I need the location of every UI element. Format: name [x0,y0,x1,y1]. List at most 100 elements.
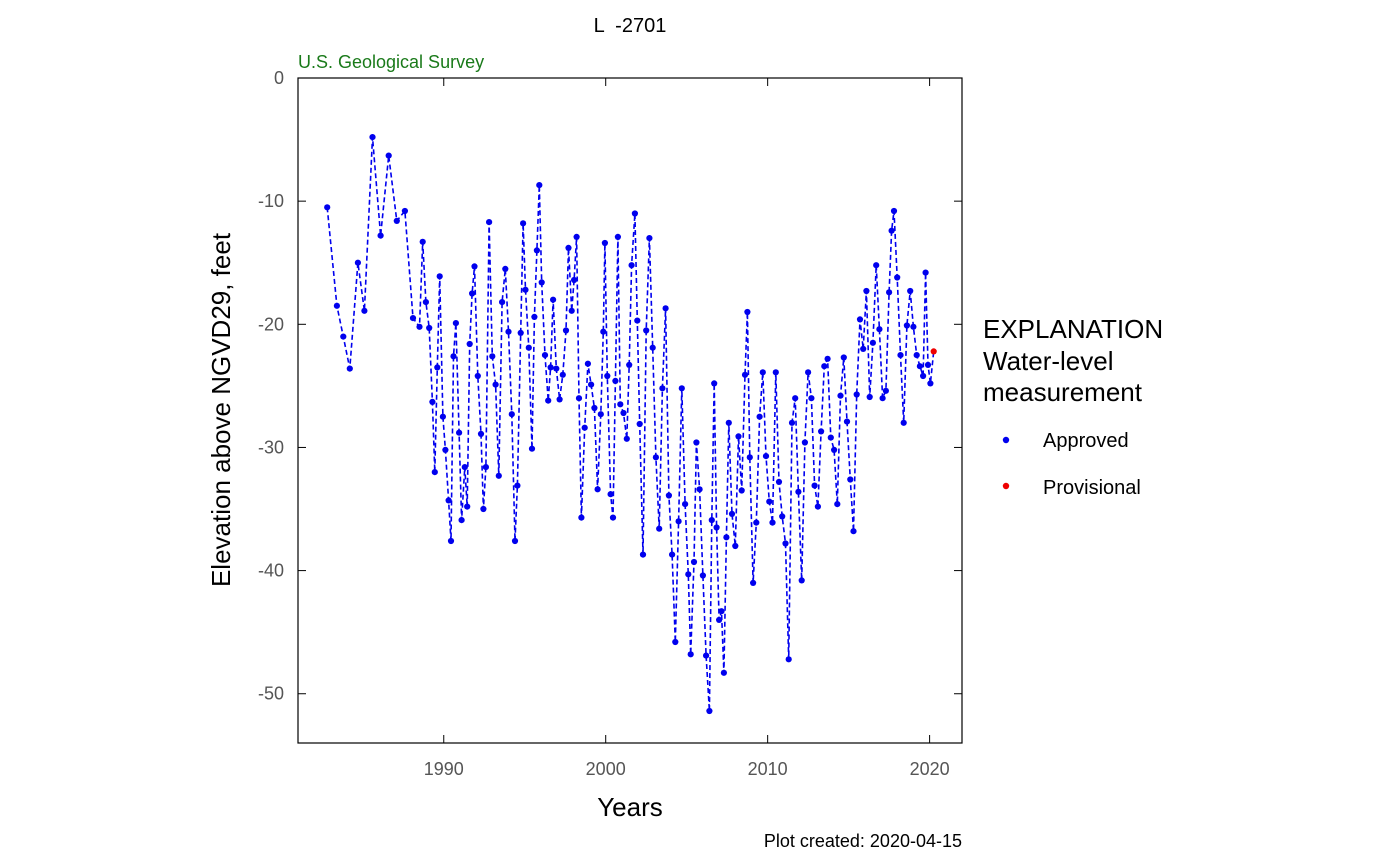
data-point-approved [620,409,627,417]
data-point-approved [609,514,617,521]
data-point-approved [486,219,493,226]
data-point-approved [782,540,789,547]
data-point-approved [646,235,653,242]
data-point-approved [716,616,723,624]
data-point-approved [469,290,476,297]
data-point-approved [678,385,685,392]
data-point-approved [573,233,580,240]
y-tick-label: -30 [258,437,284,457]
data-point-approved [672,638,679,646]
data-point-approved [720,669,728,676]
data-point-approved [769,519,776,526]
data-point-approved [456,429,463,436]
data-point-approved [756,413,763,420]
data-point-approved [525,344,532,351]
data-point-approved [659,385,666,392]
data-point-approved [808,395,815,402]
legend-heading-2: Water-level [983,346,1114,376]
data-point-approved [732,542,739,550]
legend: EXPLANATION Water-level measurement Appr… [983,314,1163,499]
y-axis: 0 -10 -20 -30 -40 -50 [258,68,962,704]
data-point-approved [837,392,844,399]
data-point-approved [718,608,725,615]
x-tick-label: 2010 [748,759,788,779]
data-point-approved [652,454,660,461]
data-point-approved [354,259,361,266]
data-point-approved [471,263,478,270]
data-point-approved [744,308,751,316]
data-point-approved [762,453,770,460]
data-point-approved [426,324,433,332]
data-point-approved [584,360,592,367]
data-point-approved [772,369,779,376]
data-point-approved [860,345,867,352]
data-point-approved [636,420,643,428]
data-point-approved [639,551,647,558]
data-point-approved [685,571,692,578]
legend-heading-1: EXPLANATION [983,314,1163,344]
data-point-approved [340,333,347,340]
data-point-approved [843,418,851,425]
x-tick-label: 1990 [424,759,464,779]
data-point-approved [531,313,538,320]
data-point-approved [699,572,707,579]
data-point-approved [831,446,838,453]
data-point-approved [436,273,443,280]
data-point-approved [528,445,536,452]
data-point-approved [612,377,619,384]
data-point-approved [766,498,773,505]
y-tick-label: -20 [258,314,284,334]
data-point-approved [568,307,575,314]
data-point-approved [728,510,736,517]
data-point-approved [324,204,331,211]
data-point-approved [863,287,870,295]
data-point-approved [545,397,552,404]
data-point-approved [886,289,893,296]
plot-created-footer: Plot created: 2020-04-15 [764,831,962,851]
data-point-approved [538,279,545,286]
data-point-approved [505,328,512,335]
data-point-approved [450,353,457,360]
data-point-approved [811,482,818,489]
data-point-approved [703,652,710,659]
data-point-approved [827,434,834,441]
data-point-approved [442,446,449,453]
series-line-water-level [326,137,935,712]
data-point-approved [873,262,880,269]
legend-provisional-marker [1002,482,1010,490]
data-point-approved [385,152,392,159]
data-point-approved [693,439,700,446]
data-point-approved [775,478,783,485]
data-point-approved [480,505,487,513]
data-point-approved [461,464,468,471]
legend-approved-marker [1002,436,1010,444]
data-point-approved [489,353,496,360]
data-point-approved [801,439,809,446]
data-point-approved [419,238,426,245]
data-point-approved [920,372,927,380]
data-point-approved [682,501,689,508]
data-point-approved [536,182,543,189]
data-point-approved [514,482,521,489]
data-point-approved [894,274,901,281]
data-point-approved [588,381,595,388]
data-point-approved [556,396,563,403]
data-point-approved [669,551,676,558]
data-point-approved [464,503,471,510]
data-point-approved [687,651,694,658]
data-point-approved [466,340,473,348]
y-axis-title: Elevation above NGVD29, feet [206,232,236,587]
data-point-approved [626,361,633,368]
data-point-approved [346,365,353,372]
data-point-approved [581,424,588,431]
data-point-approved [559,371,566,378]
data-point-approved [547,364,554,371]
data-point-approved [482,464,489,471]
data-point-approved [753,519,760,526]
data-point-approved [856,316,864,323]
data-point-approved [333,302,340,309]
data-point-approved [882,387,890,394]
data-point-approved [623,435,630,442]
data-point-approved [429,398,436,405]
data-point-approved [840,354,847,361]
